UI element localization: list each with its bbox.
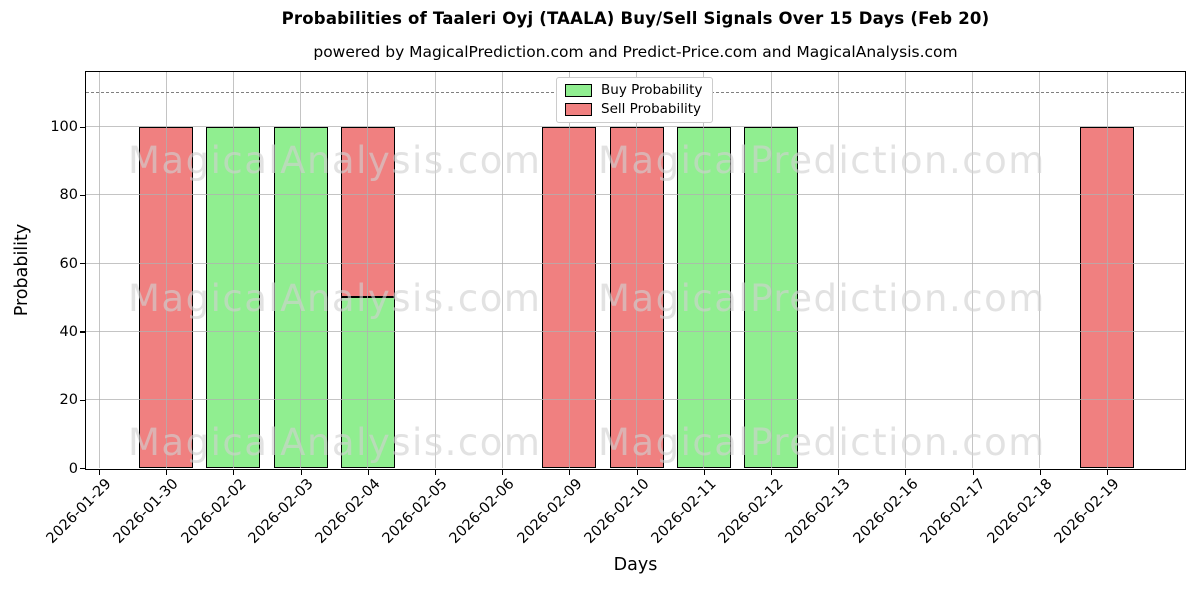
y-axis-label: Probability	[12, 223, 32, 317]
x-tick-mark	[502, 470, 504, 475]
watermark-text: MagicalPrediction.com	[598, 139, 1046, 182]
x-tick-label: 2026-02-11	[648, 476, 720, 547]
x-tick-mark	[838, 470, 840, 475]
x-tick-label: 2026-02-19	[1051, 476, 1123, 547]
y-tick-label: 60	[59, 255, 78, 272]
v-gridline	[636, 72, 638, 468]
grid-layer	[86, 72, 1184, 468]
h-gridline	[86, 262, 1184, 264]
x-tick-label: 2026-02-13	[783, 476, 855, 547]
x-tick-mark	[1106, 470, 1109, 475]
y-tick-mark	[80, 126, 85, 128]
x-tick-mark	[770, 470, 773, 475]
legend-item: Buy Probability	[565, 82, 703, 98]
y-tick-mark	[80, 331, 85, 333]
h-gridline	[86, 330, 1184, 332]
y-tick-mark	[80, 263, 85, 265]
h-gridline	[86, 194, 1184, 196]
v-gridline	[367, 72, 369, 468]
v-gridline	[770, 72, 772, 468]
watermark-text: MagicalAnalysis.com	[128, 139, 542, 182]
x-tick-label: 2026-01-30	[111, 476, 183, 547]
chart-subtitle: powered by MagicalPrediction.com and Pre…	[313, 43, 958, 61]
y-tick-mark	[80, 399, 85, 401]
h-gridline	[86, 126, 1184, 128]
watermark-text: MagicalPrediction.com	[598, 421, 1046, 464]
legend-item: Sell Probability	[565, 100, 702, 117]
x-tick-mark	[434, 470, 437, 475]
x-tick-mark	[233, 470, 235, 475]
y-tick-label: 20	[59, 392, 78, 409]
x-tick-label: 2026-02-03	[245, 476, 317, 547]
legend: Buy Probability Sell Probability	[556, 77, 714, 123]
y-tick-label: 0	[68, 460, 78, 477]
watermark-text: MagicalAnalysis.com	[128, 277, 542, 320]
x-tick-mark	[300, 470, 302, 475]
x-tick-mark	[569, 470, 571, 475]
x-axis-label: Days	[613, 555, 658, 575]
x-tick-label: 2026-02-09	[514, 476, 586, 547]
x-tick-mark	[166, 470, 168, 475]
x-tick-label: 2026-02-18	[984, 476, 1056, 547]
v-gridline	[232, 72, 234, 468]
v-gridline	[837, 72, 839, 468]
x-tick-mark	[1039, 470, 1041, 475]
threshold-line-layer	[86, 72, 1184, 468]
v-gridline	[1039, 72, 1041, 468]
chart-title: Probabilities of Taaleri Oyj (TAALA) Buy…	[281, 9, 990, 28]
watermark-text: MagicalAnalysis.com	[128, 421, 542, 464]
v-gridline	[501, 72, 503, 468]
x-tick-label: 2026-02-10	[581, 476, 653, 547]
x-tick-label: 2026-02-04	[312, 476, 384, 547]
y-tick-mark	[80, 467, 85, 470]
watermark-layer: MagicalAnalysis.com MagicalPrediction.com…	[86, 72, 1184, 468]
y-tick-mark	[80, 194, 85, 196]
v-gridline	[1106, 72, 1108, 468]
v-gridline	[568, 72, 570, 468]
x-tick-mark	[703, 470, 705, 475]
legend-swatch-sell	[565, 102, 592, 116]
legend-swatch-buy	[565, 84, 592, 98]
x-tick-label: 2026-02-05	[379, 476, 451, 547]
v-gridline	[904, 72, 906, 468]
v-gridline	[300, 72, 302, 468]
y-tick-label: 100	[50, 119, 78, 136]
x-tick-mark	[367, 470, 369, 475]
v-gridline	[434, 72, 436, 468]
x-tick-mark	[98, 470, 101, 475]
x-tick-mark	[905, 470, 907, 475]
x-tick-label: 2026-02-16	[850, 476, 922, 547]
x-tick-label: 2026-02-17	[917, 476, 989, 547]
x-tick-label: 2026-02-02	[178, 476, 250, 547]
x-tick-mark	[972, 470, 974, 475]
v-gridline	[972, 72, 974, 468]
x-tick-mark	[636, 470, 638, 475]
h-gridline	[86, 399, 1184, 401]
v-gridline	[165, 72, 167, 468]
legend-item-label: Buy Probability	[601, 82, 703, 98]
plot-area: MagicalAnalysis.com MagicalPrediction.com…	[85, 71, 1186, 470]
y-tick-label: 40	[59, 323, 78, 340]
x-tick-label: 2026-01-29	[43, 476, 115, 547]
y-tick-label: 80	[59, 187, 78, 204]
watermark-text: MagicalPrediction.com	[598, 277, 1046, 320]
v-gridline	[98, 72, 100, 468]
x-tick-label: 2026-02-12	[715, 476, 787, 547]
legend-item-label: Sell Probability	[601, 100, 702, 117]
v-gridline	[703, 72, 705, 468]
x-tick-label: 2026-02-06	[447, 476, 519, 547]
